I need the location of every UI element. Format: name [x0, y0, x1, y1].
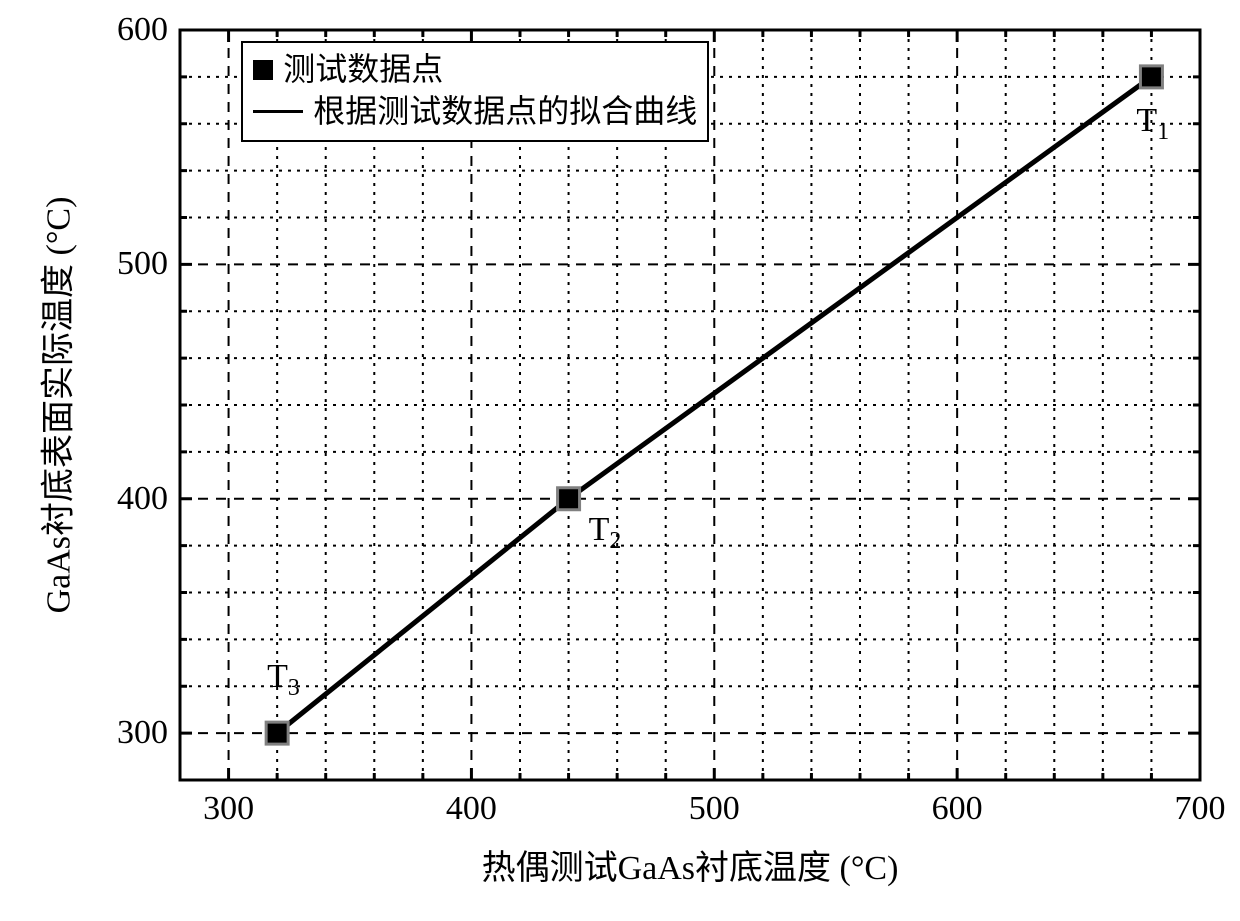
x-tick-label: 500 — [689, 790, 740, 828]
legend: 测试数据点根据测试数据点的拟合曲线 — [241, 41, 709, 142]
y-tick-label: 300 — [117, 714, 168, 752]
y-tick-label: 600 — [117, 11, 168, 49]
point-label: T3 — [267, 658, 300, 702]
y-axis-label: GaAs衬底表面实际温度 (°C) — [31, 197, 80, 614]
x-tick-label: 700 — [1175, 790, 1226, 828]
legend-label: 根据测试数据点的拟合曲线 — [313, 91, 697, 133]
data-point — [558, 488, 580, 510]
legend-item: 测试数据点 — [253, 49, 697, 91]
x-tick-label: 600 — [932, 790, 983, 828]
square-marker-icon — [253, 60, 273, 80]
y-tick-label: 500 — [117, 245, 168, 283]
legend-item: 根据测试数据点的拟合曲线 — [253, 91, 697, 133]
x-axis-label: 热偶测试GaAs衬底温度 (°C) — [482, 840, 899, 889]
y-tick-label: 400 — [117, 480, 168, 518]
x-tick-label: 400 — [446, 790, 497, 828]
x-tick-label: 300 — [203, 790, 254, 828]
data-point — [1140, 66, 1162, 88]
data-point — [266, 722, 288, 744]
point-label: T1 — [1136, 102, 1169, 146]
legend-label: 测试数据点 — [283, 49, 443, 91]
chart-container: GaAs衬底表面实际温度 (°C) 热偶测试GaAs衬底温度 (°C) 测试数据… — [0, 0, 1240, 921]
point-label: T2 — [589, 511, 622, 555]
line-marker-icon — [253, 110, 303, 113]
